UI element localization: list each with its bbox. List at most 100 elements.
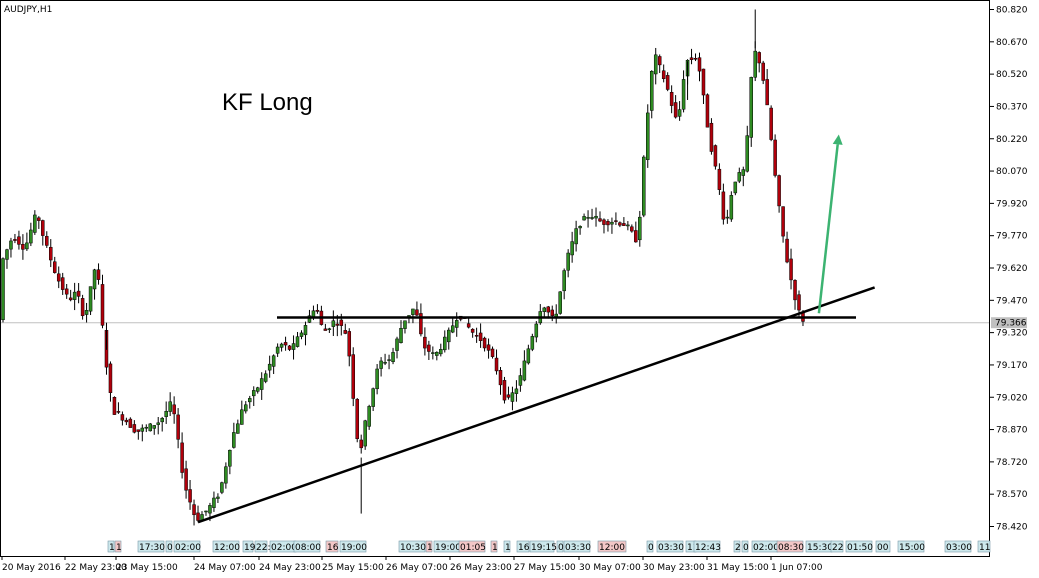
event-marker [516, 540, 530, 553]
candle-body [17, 236, 21, 245]
candle-body [279, 343, 284, 348]
y-tick-label: 79.920 [996, 199, 1028, 209]
candle-body [419, 313, 423, 335]
candle-body [470, 328, 475, 333]
y-tick-label: 80.820 [996, 6, 1028, 16]
candle-body [606, 221, 610, 226]
candle-body [482, 337, 487, 349]
candle-body [395, 338, 399, 351]
event-marker [977, 540, 991, 553]
candle-body [128, 418, 133, 428]
candle-body [168, 401, 172, 412]
candle-body [37, 217, 41, 221]
candle-body [721, 191, 726, 220]
candle-body [753, 50, 757, 78]
event-marker [529, 540, 555, 553]
candle-body [642, 156, 646, 216]
event-label: 08:30 [778, 543, 804, 553]
candle-body [212, 497, 216, 508]
x-tick-label: 26 May 23:00 [450, 563, 512, 573]
x-tick-label: 30 May 07:00 [579, 563, 641, 573]
candle-body [275, 346, 280, 354]
y-tick-label: 79.320 [996, 329, 1028, 339]
event-label: 03:30 [658, 543, 684, 553]
event-marker [656, 540, 684, 553]
candle-body [399, 328, 403, 343]
candle-body [315, 309, 320, 312]
plot-border [0, 0, 990, 557]
candle-body [124, 419, 129, 423]
candle-body [435, 351, 439, 356]
candle-body [450, 325, 455, 333]
candle-body [447, 329, 451, 343]
candle-body [295, 336, 300, 347]
candle-body [773, 139, 777, 176]
candle-body [478, 332, 483, 341]
event-marker [212, 540, 240, 553]
candle-body [21, 243, 25, 250]
candle-body [725, 216, 730, 219]
event-label: 22 [832, 543, 843, 553]
candle-body [228, 449, 232, 467]
candle-body [665, 75, 670, 90]
candle-body [108, 363, 113, 393]
candle-body [689, 57, 694, 60]
event-label: 19:15 [531, 543, 557, 553]
candle-body [351, 354, 355, 399]
candle-body [550, 309, 554, 316]
x-tick-label: 30 May 23:00 [643, 563, 705, 573]
candle-body [60, 277, 65, 290]
candle-body [387, 359, 391, 361]
event-label: 16 [518, 543, 530, 553]
event-marker [845, 540, 873, 553]
candles-group [1, 9, 805, 526]
event-marker [556, 540, 564, 553]
event-marker [325, 540, 339, 553]
candle-body [343, 330, 348, 334]
candle-body [33, 214, 37, 233]
candle-body [367, 406, 371, 427]
y-tick-label: 79.620 [996, 264, 1028, 274]
candle-body [709, 122, 714, 152]
candle-body [172, 404, 176, 415]
candle-body [156, 422, 160, 425]
event-label: 1 [109, 543, 115, 553]
event-label: 0 [167, 543, 173, 553]
candle-body [514, 388, 519, 394]
candle-body [454, 320, 459, 328]
candle-body [729, 195, 734, 220]
candle-body [502, 380, 507, 401]
candle-body [240, 409, 244, 425]
candle-body [291, 343, 296, 350]
trend-line[interactable] [197, 286, 876, 524]
candle-body [112, 396, 117, 415]
y-tick-label: 78.570 [996, 490, 1028, 500]
event-label: 02:00 [753, 543, 779, 553]
candle-body [765, 79, 769, 106]
candle-body [152, 425, 156, 429]
candle-body [92, 269, 97, 290]
event-marker [293, 540, 321, 553]
event-label: 11 [687, 543, 698, 553]
candle-body [614, 220, 618, 222]
candle-body [84, 310, 89, 315]
event-marker [646, 540, 654, 553]
candle-body [789, 258, 793, 281]
x-tick-label: 25 May 15:00 [322, 563, 384, 573]
candle-body [232, 432, 236, 448]
y-axis: 80.820 80.670 80.520 80.370 80.220 80.070 79.9… [990, 6, 1028, 533]
event-label: 00 [877, 543, 889, 553]
candle-body [148, 423, 153, 432]
candle-body [311, 310, 316, 317]
y-tick-label: 80.520 [996, 70, 1028, 80]
candle-body [45, 236, 49, 246]
candle-body [486, 344, 491, 351]
candle-body [542, 307, 547, 312]
chart-symbol-label: AUDJPY,H1 [4, 5, 52, 15]
arrow-head [832, 134, 843, 145]
x-tick-label: 23 May 15:00 [116, 563, 178, 573]
candle-body [610, 221, 614, 225]
x-tick-label: 24 May 07:00 [194, 563, 256, 573]
candle-body [180, 442, 184, 473]
candle-body [574, 228, 578, 245]
